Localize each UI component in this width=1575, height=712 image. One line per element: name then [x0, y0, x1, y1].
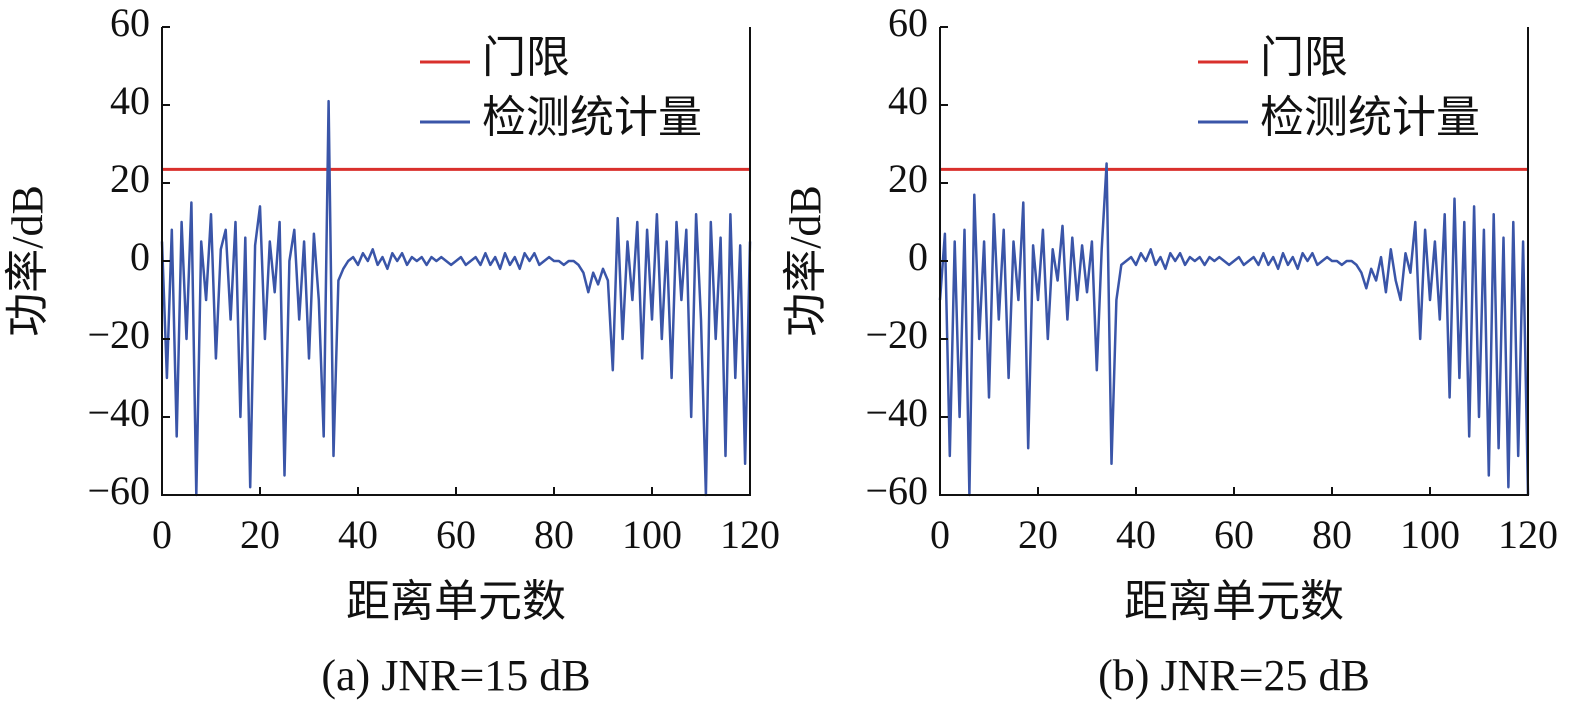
y-tick-label: 60: [888, 0, 928, 45]
legend-label: 检测统计量: [1260, 93, 1480, 142]
y-tick-label: 60: [110, 0, 150, 45]
y-axis-label: 功率/dB: [3, 185, 52, 337]
y-tick-label: −60: [87, 468, 150, 513]
y-tick-label: 0: [908, 234, 928, 279]
panel: −60 −40 −20 0 20 40 60 0 20 40 60 80 100 120 距离单元数 功率/d…: [3, 0, 780, 700]
caption: (b) JNR=25 dB: [1098, 651, 1370, 700]
y-tick-label: 40: [110, 78, 150, 123]
data-line: [938, 162, 1530, 497]
y-tick-label: 0: [130, 234, 150, 279]
x-tick-label: 120: [1498, 512, 1558, 557]
x-tick-label: 0: [152, 512, 172, 557]
y-tick-label: −40: [865, 390, 928, 435]
panel: −60 −40 −20 0 20 40 60 0 20 40 60 80 100 120 距离单元数 功率/d…: [781, 0, 1558, 700]
x-tick-label: 0: [930, 512, 950, 557]
x-tick-label: 40: [338, 512, 378, 557]
x-tick-label: 80: [534, 512, 574, 557]
x-tick-label: 20: [240, 512, 280, 557]
x-tick-label: 100: [1400, 512, 1460, 557]
x-tick-label: 100: [622, 512, 682, 557]
y-tick-label: −20: [87, 312, 150, 357]
legend-label: 门限: [482, 33, 570, 82]
y-tick-label: 20: [110, 156, 150, 201]
x-axis-label: 距离单元数: [1124, 577, 1344, 626]
legend-label: 门限: [1260, 33, 1348, 82]
y-tick-label: 40: [888, 78, 928, 123]
y-tick-label: −20: [865, 312, 928, 357]
x-tick-label: 60: [436, 512, 476, 557]
y-axis-label: 功率/dB: [781, 185, 830, 337]
x-axis-label: 距离单元数: [346, 577, 566, 626]
y-tick-label: 20: [888, 156, 928, 201]
y-tick-label: −60: [865, 468, 928, 513]
legend-label: 检测统计量: [482, 93, 702, 142]
x-tick-label: 60: [1214, 512, 1254, 557]
x-tick-label: 40: [1116, 512, 1156, 557]
x-tick-label: 120: [720, 512, 780, 557]
data-line: [160, 99, 752, 497]
caption: (a) JNR=15 dB: [321, 651, 590, 700]
x-tick-label: 20: [1018, 512, 1058, 557]
x-tick-label: 80: [1312, 512, 1352, 557]
y-tick-label: −40: [87, 390, 150, 435]
